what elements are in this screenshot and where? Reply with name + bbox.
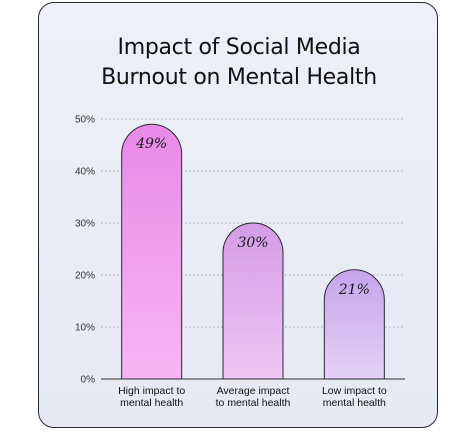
bar-chart: 0%10%20%30%40%50%49%High impact tomental…	[75, 115, 405, 409]
chart-title: Impact of Social Media Burnout on Mental…	[39, 33, 437, 93]
bar	[222, 222, 284, 380]
data-label: 49%	[135, 136, 167, 152]
x-tick-label: Average impact	[217, 385, 290, 397]
y-tick-label: 30%	[75, 219, 95, 230]
data-label: 30%	[237, 235, 268, 251]
bar	[323, 269, 385, 380]
chart-title-line-2: Burnout on Mental Health	[101, 65, 377, 90]
chart-card: Impact of Social Media Burnout on Mental…	[38, 2, 438, 428]
y-tick-label: 40%	[75, 167, 95, 178]
x-tick-label: mental health	[323, 397, 386, 409]
bar	[121, 123, 183, 380]
chart-title-line-1: Impact of Social Media	[117, 35, 361, 60]
x-tick-label: to mental health	[216, 397, 291, 409]
x-tick-label: High impact to	[118, 385, 185, 397]
y-tick-label: 20%	[75, 271, 95, 282]
x-tick-label: mental health	[120, 397, 183, 409]
y-tick-label: 0%	[81, 375, 96, 386]
y-tick-label: 10%	[75, 323, 95, 334]
data-label: 21%	[338, 282, 370, 298]
y-tick-label: 50%	[75, 115, 95, 126]
x-tick-label: Low impact to	[322, 385, 387, 397]
